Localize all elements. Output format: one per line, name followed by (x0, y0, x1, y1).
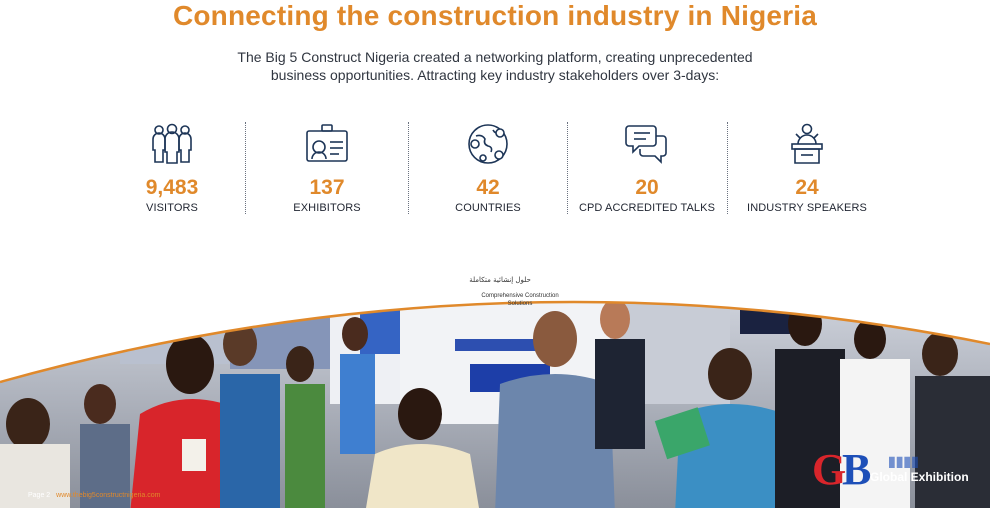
page-number: Page 2 (28, 492, 51, 499)
stat-visitors: 9,483 VISITORS (97, 118, 247, 218)
stat-label: EXHIBITORS (293, 202, 361, 214)
stat-value: 137 (309, 176, 345, 199)
intro-line-2: business opportunities. Attracting key i… (270, 67, 720, 83)
stats-row: 9,483 VISITORS 137 EXHIBITORS 42 COUNTRI… (92, 118, 912, 218)
page-heading: Connecting the construction industry in … (172, 0, 818, 31)
speaker-podium-icon (791, 123, 823, 164)
stat-label: COUNTRIES (455, 202, 521, 214)
website-link[interactable]: www.thebig5constructnigeria.com (56, 492, 161, 499)
stat-divider (408, 122, 409, 214)
stat-value: 20 (635, 176, 659, 199)
intro-line-1: The Big 5 Construct Nigeria created a ne… (237, 49, 753, 65)
signage-english: Comprehensive Construction (481, 293, 558, 299)
stat-exhibitors: 137 EXHIBITORS (252, 118, 402, 218)
page-footer: Page 2 www.thebig5constructnigeria.com (28, 492, 160, 499)
stat-divider (245, 122, 246, 214)
badge-card-icon (306, 124, 348, 162)
stat-value: 9,483 (145, 176, 199, 199)
people-group-icon (152, 123, 192, 164)
stat-value: 42 (476, 176, 500, 199)
svg-text:▮▮▮▮: ▮▮▮▮ (888, 453, 919, 469)
svg-text:G: G (812, 445, 846, 494)
stat-divider (727, 122, 728, 214)
signage-arabic: حلول إنشائية متكاملة (469, 276, 531, 284)
intro-text: The Big 5 Construct Nigeria created a ne… (195, 48, 795, 84)
stat-label: VISITORS (146, 202, 198, 214)
exhibition-photo-illustration: حلول إنشائية متكاملة Comprehensive Const… (0, 276, 990, 509)
gb-logo-icon: G B ▮▮▮▮ (812, 445, 919, 494)
stat-divider (567, 122, 568, 214)
watermark-text: Global Exhibition (870, 470, 969, 484)
stat-countries: 42 COUNTRIES (413, 118, 563, 218)
exhibition-photo: حلول إنشائية متكاملة Comprehensive Const… (0, 264, 990, 509)
chat-bubbles-icon (625, 125, 667, 164)
stat-value: 24 (795, 176, 819, 199)
svg-text:B: B (842, 445, 871, 494)
globe-network-icon (468, 124, 508, 164)
stat-label: INDUSTRY SPEAKERS (747, 202, 867, 214)
watermark-logo: G B ▮▮▮▮ Global Exhibition (808, 444, 984, 494)
signage-english-2: Solutions (508, 301, 533, 307)
stat-cpd-talks: 20 CPD ACCREDITED TALKS (572, 118, 722, 218)
stat-label: CPD ACCREDITED TALKS (578, 202, 716, 214)
stat-speakers: 24 INDUSTRY SPEAKERS (732, 118, 882, 218)
